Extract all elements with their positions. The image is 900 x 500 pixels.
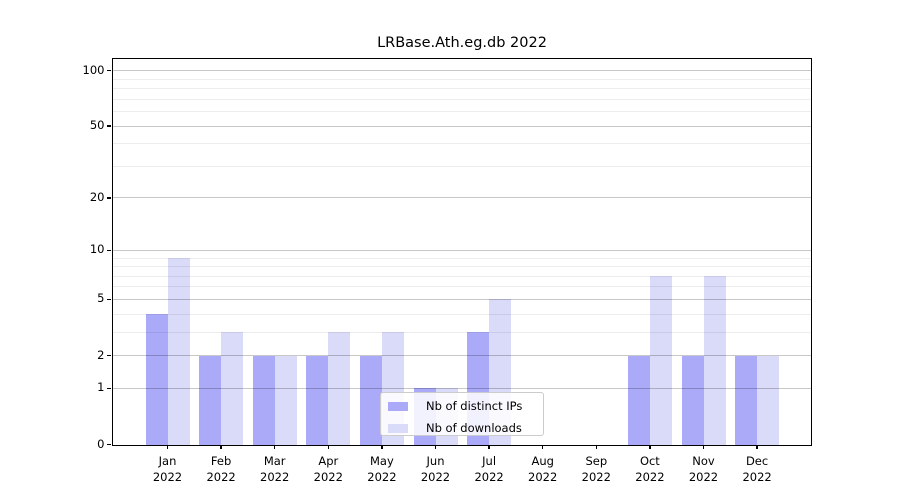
y-tick-label: 10 <box>89 242 105 257</box>
x-tick <box>273 444 276 449</box>
bar-oct-ips <box>627 355 650 445</box>
legend-label-distinct-ips: Nb of distinct IPs <box>426 399 523 413</box>
bar-mar-ips <box>252 355 275 445</box>
bar-feb-downloads <box>221 332 244 445</box>
y-tick <box>106 443 111 446</box>
y-tick <box>106 197 111 199</box>
major-gridline <box>112 249 811 251</box>
x-tick-label: Apr 2022 <box>313 453 343 484</box>
legend-swatch-distinct-ips <box>388 402 408 411</box>
legend-label-downloads: Nb of downloads <box>426 420 522 435</box>
x-tick <box>702 444 705 449</box>
bar-may-ips <box>359 355 382 445</box>
major-gridline <box>112 125 811 127</box>
minor-gridline <box>112 88 811 90</box>
legend-entry-distinct-ips: Nb of distinct IPs <box>381 398 543 417</box>
legend-swatch-downloads <box>388 423 408 433</box>
x-tick <box>649 444 651 449</box>
plot-area: 0 1 2 5 10 20 50 100 Jan 2022 Feb 2022 Mar 2022 Ap… <box>83 57 812 484</box>
x-tick <box>595 444 598 449</box>
minor-gridline <box>112 111 811 113</box>
minor-gridline <box>112 165 811 167</box>
y-tick-label: 2 <box>97 347 105 362</box>
legend-entry-downloads: Nb of downloads <box>381 420 543 439</box>
x-tick <box>327 444 330 449</box>
major-gridline <box>112 197 811 199</box>
x-tick-label: Jul 2022 <box>474 453 504 484</box>
x-tick-label: Nov 2022 <box>688 453 719 484</box>
y-tick <box>106 249 111 252</box>
x-tick-label: Dec 2022 <box>742 453 772 484</box>
minor-gridline <box>112 98 811 100</box>
bar-nov-ips <box>681 355 704 445</box>
chart-title: LRBase.Ath.eg.db 2022 <box>377 35 547 51</box>
y-tick-label: 0 <box>97 436 105 451</box>
x-tick <box>220 444 222 449</box>
bar-apr-downloads <box>328 332 351 445</box>
y-tick-label: 50 <box>89 118 105 133</box>
y-tick-label: 5 <box>97 291 105 306</box>
x-tick <box>434 444 437 449</box>
x-tick <box>541 444 544 449</box>
legend: Nb of distinct IPs Nb of downloads <box>380 392 544 436</box>
x-tick-label: Sep 2022 <box>581 453 611 484</box>
y-tick <box>106 69 111 72</box>
bar-nov-downloads <box>703 276 726 445</box>
bar-mar-downloads <box>274 355 297 445</box>
minor-gridline <box>112 143 811 145</box>
bar-jan-downloads <box>167 258 190 445</box>
x-tick <box>166 444 169 449</box>
y-tick-label: 20 <box>89 189 105 204</box>
bar-oct-downloads <box>649 276 672 445</box>
major-gridline <box>112 70 811 72</box>
y-tick <box>106 387 111 390</box>
x-tick-label: Mar 2022 <box>260 453 290 484</box>
y-tick <box>106 125 111 127</box>
minor-gridline <box>112 257 811 259</box>
x-tick <box>488 444 490 449</box>
minor-gridline <box>112 266 811 268</box>
x-tick-label: Aug 2022 <box>528 453 558 484</box>
bar-apr-ips <box>306 355 329 445</box>
x-tick-label: Oct 2022 <box>635 453 665 484</box>
x-tick-label: May 2022 <box>367 453 397 484</box>
bar-dec-downloads <box>757 355 780 445</box>
minor-gridline <box>112 78 811 80</box>
bar-feb-ips <box>199 355 222 445</box>
bar-dec-ips <box>735 355 758 445</box>
y-tick-label: 1 <box>97 380 105 395</box>
y-tick-label: 100 <box>82 62 105 77</box>
x-tick-label: Jun 2022 <box>420 453 451 484</box>
y-tick <box>106 298 111 301</box>
x-tick-label: Jan 2022 <box>152 453 183 484</box>
x-tick <box>381 444 383 449</box>
x-tick-label: Feb 2022 <box>206 453 236 484</box>
y-tick <box>106 354 111 357</box>
bar-jan-ips <box>145 314 168 445</box>
x-tick <box>756 444 758 449</box>
